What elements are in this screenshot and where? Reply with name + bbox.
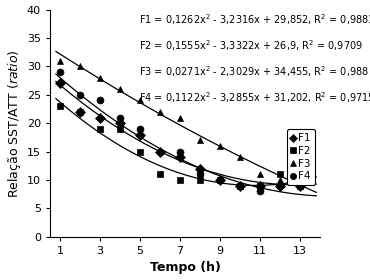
F3 xyxy=(238,156,242,159)
Text: F2 = 0,1555x$^2$ - 3,3322x + 26,9, R$^2$ = 0,9709: F2 = 0,1555x$^2$ - 3,3322x + 26,9, R$^2$… xyxy=(139,38,363,53)
F1 xyxy=(78,110,82,113)
F2 xyxy=(158,173,162,176)
F1 xyxy=(58,82,62,85)
Line: F1: F1 xyxy=(56,80,304,189)
F2 xyxy=(98,127,102,130)
F2 xyxy=(78,110,82,113)
F3 xyxy=(118,87,122,91)
F2 xyxy=(258,184,262,187)
F2 xyxy=(198,178,202,182)
F2 xyxy=(278,173,282,176)
F2 xyxy=(238,184,242,187)
F4 xyxy=(158,150,162,153)
F4 xyxy=(198,173,202,176)
F4 xyxy=(78,93,82,97)
F4 xyxy=(178,150,182,153)
F1 xyxy=(118,122,122,125)
Text: F3 = 0,0271x$^2$ - 2,3029x + 34,455, R$^2$ = 0,988: F3 = 0,0271x$^2$ - 2,3029x + 34,455, R$^… xyxy=(139,64,369,79)
F1 xyxy=(298,184,302,187)
F4 xyxy=(298,184,302,187)
F4 xyxy=(218,178,222,182)
F1 xyxy=(178,156,182,159)
Line: F2: F2 xyxy=(56,103,304,189)
F1 xyxy=(198,167,202,170)
Line: F4: F4 xyxy=(56,69,304,195)
F1 xyxy=(138,133,142,136)
F4 xyxy=(238,184,242,187)
Y-axis label: Relação SST/ATT ($\it{ratio}$): Relação SST/ATT ($\it{ratio}$) xyxy=(6,49,23,198)
F4 xyxy=(278,184,282,187)
F3 xyxy=(198,139,202,142)
F3 xyxy=(138,99,142,102)
F1 xyxy=(158,150,162,153)
F3 xyxy=(298,184,302,187)
F1 xyxy=(218,178,222,182)
F3 xyxy=(78,65,82,68)
F2 xyxy=(58,104,62,108)
F3 xyxy=(98,76,102,80)
F3 xyxy=(258,173,262,176)
Text: F1 = 0,1262x$^2$ - 3,2316x + 29,852, R$^2$ = 0,9881: F1 = 0,1262x$^2$ - 3,2316x + 29,852, R$^… xyxy=(139,12,370,27)
F2 xyxy=(138,150,142,153)
F4 xyxy=(138,127,142,130)
F1 xyxy=(258,184,262,187)
F3 xyxy=(278,178,282,182)
F2 xyxy=(178,178,182,182)
F4 xyxy=(258,190,262,193)
Text: F4 = 0,1122x$^2$ - 3,2855x + 31,202, R$^2$ = 0,9715: F4 = 0,1122x$^2$ - 3,2855x + 31,202, R$^… xyxy=(139,90,370,105)
F2 xyxy=(218,178,222,182)
F4 xyxy=(98,99,102,102)
F3 xyxy=(178,116,182,119)
Legend: F1, F2, F3, F4: F1, F2, F3, F4 xyxy=(287,129,315,185)
F3 xyxy=(58,59,62,62)
F1 xyxy=(98,116,102,119)
F3 xyxy=(218,144,222,148)
F2 xyxy=(118,127,122,130)
X-axis label: Tempo (h): Tempo (h) xyxy=(149,262,221,274)
Line: F3: F3 xyxy=(56,57,304,189)
F3 xyxy=(158,110,162,113)
F1 xyxy=(278,184,282,187)
F4 xyxy=(118,116,122,119)
F4 xyxy=(58,70,62,74)
F1 xyxy=(238,184,242,187)
F2 xyxy=(298,178,302,182)
